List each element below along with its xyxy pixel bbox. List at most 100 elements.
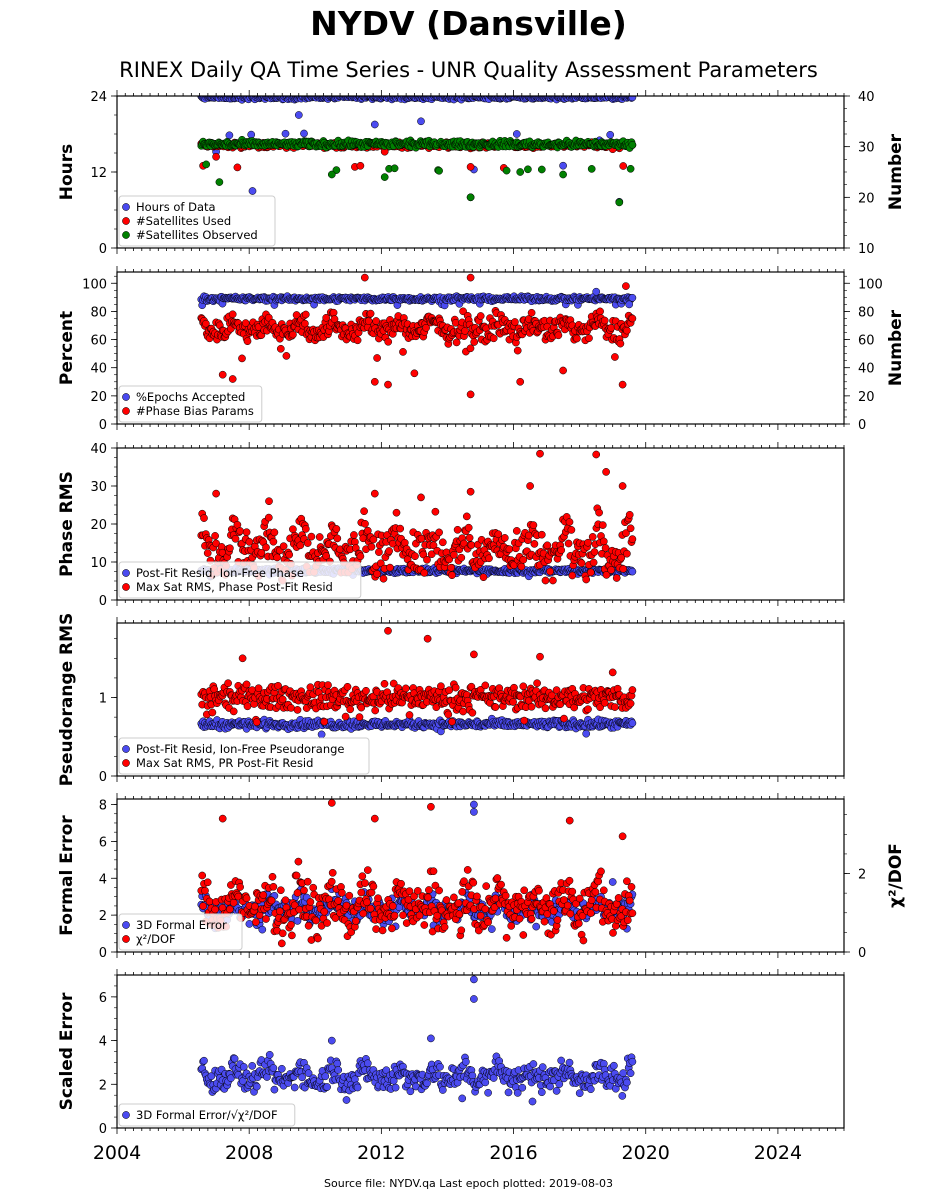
data-point bbox=[509, 698, 517, 706]
data-point bbox=[611, 703, 619, 711]
data-point bbox=[200, 514, 208, 522]
data-point bbox=[612, 574, 621, 582]
data-point bbox=[410, 369, 419, 378]
data-point bbox=[366, 309, 375, 318]
data-point bbox=[356, 161, 365, 170]
data-point bbox=[417, 117, 425, 126]
data-point bbox=[360, 507, 368, 516]
data-point bbox=[417, 493, 425, 502]
data-point bbox=[417, 534, 426, 543]
data-point bbox=[592, 450, 601, 459]
data-point bbox=[588, 533, 597, 541]
y2-tick-label: 40 bbox=[858, 362, 875, 377]
data-point bbox=[527, 702, 536, 711]
y2-tick-label: 80 bbox=[858, 305, 875, 320]
legend-marker bbox=[122, 569, 130, 577]
y2-tick-label: 100 bbox=[858, 277, 883, 292]
data-point bbox=[628, 567, 637, 576]
data-point bbox=[379, 574, 388, 583]
data-point bbox=[332, 525, 341, 533]
y-tick-label: 20 bbox=[90, 518, 107, 533]
data-point bbox=[373, 354, 381, 362]
data-point bbox=[623, 549, 631, 558]
data-point bbox=[559, 366, 567, 375]
data-point bbox=[380, 173, 389, 181]
data-point bbox=[615, 198, 624, 207]
data-point bbox=[317, 730, 326, 739]
y2-tick-label: 30 bbox=[858, 141, 875, 156]
data-point bbox=[541, 576, 550, 585]
y2-tick-label: 60 bbox=[858, 334, 875, 349]
data-point bbox=[628, 535, 637, 543]
data-point bbox=[557, 546, 566, 555]
data-point bbox=[628, 293, 637, 302]
y2-tick-label: 20 bbox=[858, 390, 875, 405]
data-point bbox=[516, 168, 525, 176]
data-point bbox=[419, 550, 428, 559]
legend-marker bbox=[122, 203, 130, 211]
data-point bbox=[273, 553, 281, 562]
data-point bbox=[565, 518, 574, 526]
legend-box bbox=[118, 385, 263, 423]
data-point bbox=[617, 553, 626, 562]
y-tick-label: 24 bbox=[90, 90, 107, 105]
data-point bbox=[448, 571, 456, 580]
legend-entry: #Satellites Observed bbox=[136, 228, 258, 242]
data-point bbox=[211, 532, 219, 540]
data-point bbox=[599, 537, 608, 546]
data-point bbox=[623, 326, 631, 335]
data-point bbox=[602, 571, 611, 579]
data-point bbox=[448, 717, 456, 726]
y-axis-label: Hours bbox=[57, 144, 77, 201]
y-tick-label: 10 bbox=[90, 556, 107, 571]
y-axis-label: Phase RMS bbox=[57, 471, 77, 577]
data-point bbox=[292, 311, 301, 319]
data-point bbox=[343, 682, 352, 691]
legend-marker bbox=[122, 407, 130, 415]
data-point bbox=[559, 161, 567, 170]
data-point bbox=[589, 558, 598, 567]
data-point bbox=[370, 120, 379, 129]
y-tick-label: 40 bbox=[90, 362, 107, 377]
data-point bbox=[466, 487, 475, 496]
data-point bbox=[369, 535, 378, 544]
data-point bbox=[586, 568, 595, 577]
y2-tick-label: 10 bbox=[858, 242, 875, 257]
data-point bbox=[470, 650, 478, 659]
data-point bbox=[243, 337, 252, 346]
data-point bbox=[601, 544, 610, 552]
data-points bbox=[197, 273, 637, 399]
data-point bbox=[573, 334, 581, 343]
page-title: NYDV (Dansville) bbox=[310, 4, 627, 43]
data-point bbox=[466, 344, 475, 353]
data-point bbox=[236, 527, 244, 535]
data-point bbox=[367, 542, 376, 551]
data-point bbox=[516, 377, 525, 386]
data-point bbox=[276, 344, 285, 353]
data-point bbox=[228, 375, 237, 383]
data-point bbox=[353, 336, 362, 345]
data-point bbox=[385, 547, 393, 555]
data-point bbox=[491, 703, 500, 711]
y-tick-label: 30 bbox=[90, 480, 107, 495]
data-point bbox=[360, 273, 369, 282]
data-point bbox=[505, 545, 514, 554]
data-point bbox=[628, 96, 637, 102]
legend-entry: Post-Fit Resid, Ion-Free Phase bbox=[136, 566, 304, 580]
data-point bbox=[301, 310, 310, 319]
data-point bbox=[243, 702, 252, 711]
data-point bbox=[596, 307, 604, 316]
data-point bbox=[619, 162, 628, 170]
data-point bbox=[445, 555, 454, 564]
data-point bbox=[386, 563, 394, 572]
data-point bbox=[212, 152, 220, 161]
data-point bbox=[466, 390, 475, 399]
data-point bbox=[294, 111, 303, 119]
data-point bbox=[303, 539, 312, 547]
data-point bbox=[511, 318, 519, 326]
data-point bbox=[607, 566, 616, 574]
data-point bbox=[584, 538, 592, 547]
data-point bbox=[537, 165, 546, 174]
y-tick-label: 100 bbox=[82, 277, 107, 292]
